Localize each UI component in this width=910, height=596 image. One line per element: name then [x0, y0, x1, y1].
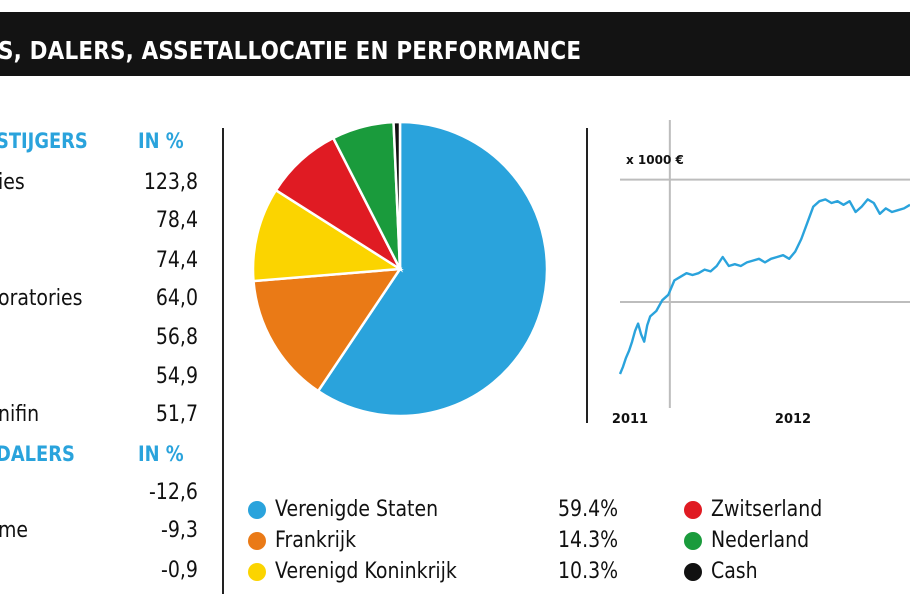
- legend-label: Verenigd Koninkrijk: [275, 559, 457, 584]
- y-axis-unit-label: x 1000 €: [626, 153, 684, 167]
- pie-slice-frankrijk: [252, 267, 403, 393]
- allocation-pie-chart: [251, 120, 549, 418]
- x-tick-label: 2011: [612, 412, 648, 427]
- legend-percentage: 14.3%: [558, 528, 619, 553]
- legend-dot-icon: [248, 563, 266, 581]
- page-title: S, DALERS, ASSETALLOCATIE EN PERFORMANCE: [0, 36, 582, 65]
- legend-percentage: 59.4%: [558, 497, 619, 522]
- stijgers-row-value: 54,9: [155, 364, 198, 389]
- pie-slice-verenigd-koninkrijk: [251, 188, 404, 283]
- stijgers-row-name: ies: [0, 170, 25, 195]
- dalers-row-value: -0,9: [161, 558, 198, 583]
- stijgers-row-name: oratories: [0, 286, 83, 311]
- pie-slice-verenigde-staten: [316, 120, 549, 418]
- dalers-heading: DALERS: [0, 442, 75, 466]
- dalers-row-value: -12,6: [149, 480, 198, 505]
- legend-label: Zwitserland: [711, 497, 823, 522]
- column-divider: [586, 128, 588, 423]
- stijgers-row-value: 78,4: [155, 208, 198, 233]
- legend-label: Frankrijk: [275, 528, 357, 553]
- legend-label: Verenigde Staten: [275, 497, 439, 522]
- stijgers-row-value: 51,7: [155, 402, 198, 427]
- performance-series-line: [618, 198, 910, 375]
- dalers-unit: IN %: [138, 442, 184, 466]
- stijgers-unit: IN %: [138, 129, 184, 153]
- stijgers-heading: STIJGERS: [0, 129, 88, 153]
- stijgers-row-name: nifin: [0, 402, 40, 427]
- performance-line-chart: x 1000 € 2011 2012: [612, 120, 910, 427]
- stijgers-row-value: 74,4: [155, 248, 198, 273]
- stijgers-row-value: 64,0: [155, 286, 198, 311]
- pie-slice-cash: [392, 120, 402, 270]
- stijgers-row-value: 56,8: [155, 325, 198, 350]
- stijgers-row-value: 123,8: [143, 170, 198, 195]
- x-tick-label: 2012: [775, 412, 811, 427]
- legend-dot-icon: [684, 532, 702, 550]
- dalers-row-value: -9,3: [161, 518, 198, 543]
- dalers-row-name: me: [0, 518, 29, 543]
- legend-dot-icon: [684, 563, 702, 581]
- legend-dot-icon: [248, 532, 266, 550]
- legend-label: Cash: [711, 559, 758, 584]
- legend-label: Nederland: [711, 528, 810, 553]
- header-bar: S, DALERS, ASSETALLOCATIE EN PERFORMANCE: [0, 12, 910, 76]
- legend-dot-icon: [684, 501, 702, 519]
- legend-percentage: 10.3%: [558, 559, 619, 584]
- column-divider: [222, 128, 224, 594]
- legend-dot-icon: [248, 501, 266, 519]
